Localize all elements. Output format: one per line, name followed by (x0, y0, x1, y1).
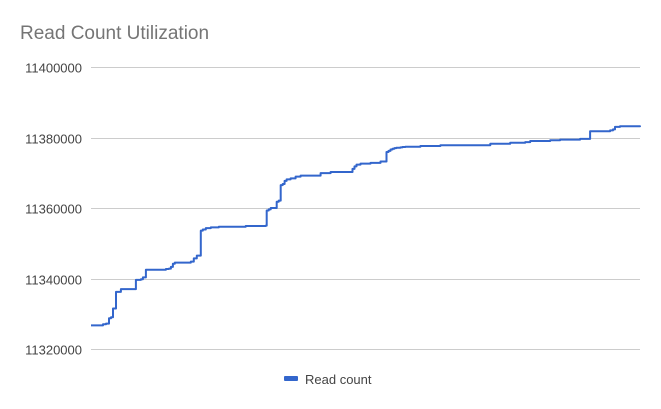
legend-label: Read count (305, 372, 372, 387)
series-lines (91, 125, 641, 327)
y-tick-label: 11340000 (25, 273, 82, 288)
y-tick-label: 11380000 (25, 132, 82, 147)
y-tick-label: 11360000 (25, 202, 82, 217)
chart-title: Read Count Utilization (20, 23, 209, 44)
y-tick-label: 11320000 (25, 343, 82, 358)
gridlines (91, 67, 640, 350)
legend: Read count (284, 372, 372, 387)
y-tick-label: 11400000 (25, 61, 82, 76)
legend-swatch (284, 376, 298, 381)
y-axis-tick-labels: 11320000 11340000 11360000 11380000 11400000 (25, 61, 82, 358)
series-line-read-count (91, 125, 641, 327)
